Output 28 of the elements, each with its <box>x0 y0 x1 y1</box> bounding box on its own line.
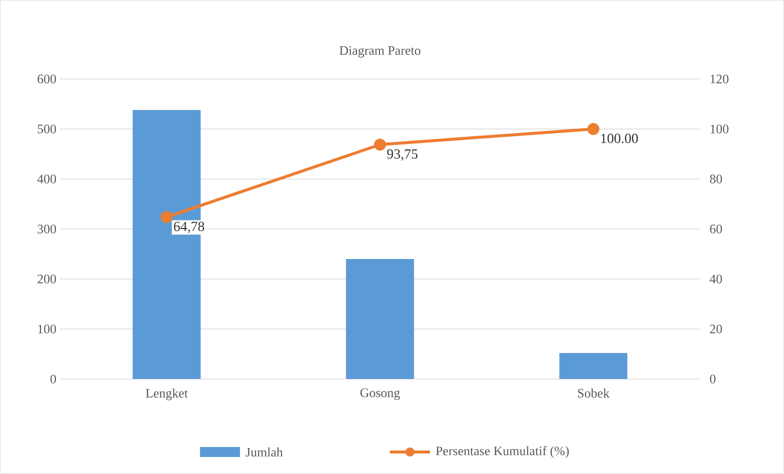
y2-tick-label: 0 <box>710 374 716 384</box>
y2-tick-label: 80 <box>710 174 722 184</box>
chart-title: Diagram Pareto <box>340 46 420 58</box>
y2-tick-label: 20 <box>710 324 722 334</box>
point <box>587 123 600 135</box>
bar <box>346 259 414 379</box>
x-tick-label: Lengket <box>146 388 188 400</box>
legend-label: Persentase Kumulatif (%) <box>436 446 569 458</box>
y2-tick-label: 60 <box>710 224 722 234</box>
y-tick-label: 100 <box>38 324 56 334</box>
y-tick-label: 200 <box>38 274 56 284</box>
y2-tick-label: 100 <box>710 124 728 134</box>
y-tick-label: 0 <box>50 374 56 384</box>
x-tick-label: Sobek <box>578 388 610 398</box>
y2-tick-label: 120 <box>710 74 728 84</box>
data-label: 64,78 <box>174 222 204 234</box>
y-tick-label: 500 <box>38 124 56 134</box>
bar <box>559 353 628 379</box>
y2-tick-label: 40 <box>710 274 722 284</box>
y-tick-label: 400 <box>37 174 56 184</box>
y-tick-label: 300 <box>38 224 56 234</box>
point <box>160 211 173 224</box>
data-label: 100.00 <box>601 134 638 144</box>
point <box>374 138 386 151</box>
legend-label: Jumlah <box>246 447 283 457</box>
data-label: 93,75 <box>387 149 418 161</box>
x-tick-label: Gosong <box>360 388 400 400</box>
y-tick-label: 600 <box>38 74 56 84</box>
